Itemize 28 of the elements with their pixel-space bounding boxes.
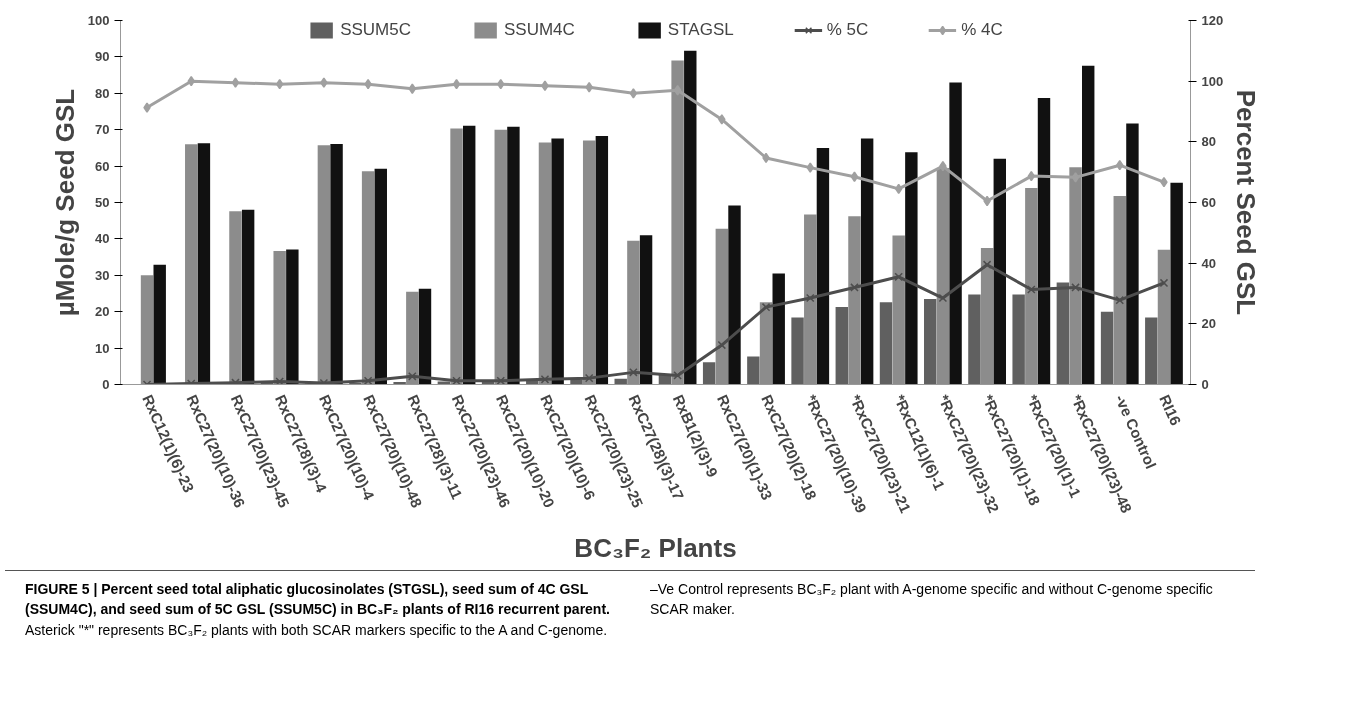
caption: FIGURE 5 | Percent seed total aliphatic glucosinolates (STGSL), seed sum of 4C GSL (SSUM4C), and seed sum of 5C GSL (SSUM5C) in BC₃F₂ plants of RI16 recurrent parent.	[25, 581, 610, 618]
y2-tick-label: 60	[1201, 195, 1216, 210]
y2-tick-label: 120	[1201, 13, 1224, 28]
y-tick-label: 30	[95, 267, 110, 283]
y-tick-label: 0	[102, 377, 110, 392]
y2-tick-label: 80	[1201, 134, 1216, 150]
y-tick-label: 80	[95, 85, 110, 101]
y2-tick-label: 40	[1201, 255, 1216, 271]
legend-label: SSUM5C	[340, 20, 412, 40]
y-tick-label: 10	[95, 340, 110, 356]
y-tick-label: 90	[95, 49, 110, 65]
x-tick-label: RI16	[1156, 392, 1185, 428]
legend-label: SSUM4C	[504, 20, 575, 40]
y-tick-label: 100	[87, 13, 110, 28]
y2-axis-title: Percent Seed GSL	[1231, 89, 1262, 316]
legend-label: % 4C	[961, 20, 1003, 40]
y-tick-label: 70	[95, 122, 110, 138]
legend-label: % 5C	[826, 20, 869, 40]
y-tick-label: 20	[95, 304, 110, 320]
x-axis-title: BC₃F₂ Plants	[574, 532, 737, 563]
y-axis-title: µMole/g Seed GSL	[49, 88, 80, 317]
y2-tick-label: 100	[1201, 73, 1224, 89]
legend-label: STAGSL	[667, 20, 734, 40]
y-tick-label: 40	[95, 231, 110, 247]
y-tick-label: 60	[95, 158, 110, 174]
y2-tick-label: 20	[1201, 316, 1216, 332]
y2-tick-label: 0	[1201, 377, 1209, 392]
y-tick-label: 50	[95, 195, 110, 210]
